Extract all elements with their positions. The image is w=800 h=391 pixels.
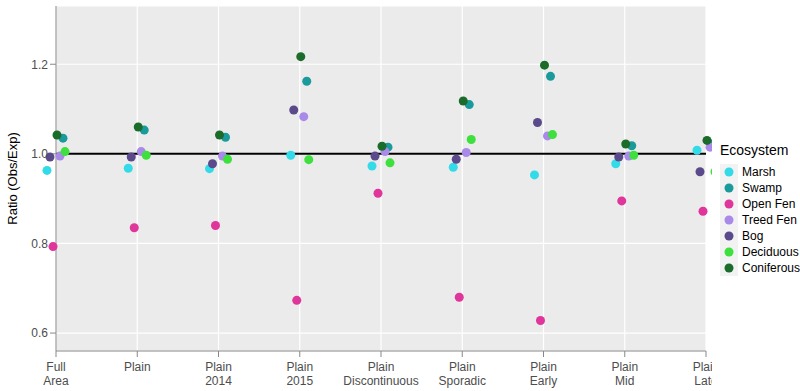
svg-text:1.0: 1.0: [31, 147, 48, 161]
svg-text:Plain: Plain: [124, 360, 151, 374]
svg-text:Plain2014: Plain2014: [205, 360, 232, 388]
svg-text:PlainMid: PlainMid: [611, 360, 638, 388]
svg-text:1.2: 1.2: [31, 58, 48, 72]
html-text:Deciduous: Deciduous: [742, 245, 799, 259]
html-text:Open Fen: Open Fen: [742, 197, 796, 211]
svg-text:PlainLate: PlainLate: [693, 360, 712, 388]
html-text:Treed Fen: Treed Fen: [742, 213, 797, 227]
svg-text:PlainSporadic: PlainSporadic: [439, 360, 486, 388]
svg-text:Ratio (Obs/Exp): Ratio (Obs/Exp): [8, 132, 20, 224]
html-text:Swamp: Swamp: [742, 181, 782, 195]
svg-text:0.6: 0.6: [31, 326, 48, 340]
svg-text:PlainDiscontinuous: PlainDiscontinuous: [343, 360, 418, 388]
svg-text:PlainEarly: PlainEarly: [530, 360, 557, 388]
html-text:Ecosystem: Ecosystem: [720, 142, 789, 158]
html-text:Coniferous: Coniferous: [742, 261, 800, 275]
svg-text:0.8: 0.8: [31, 237, 48, 251]
svg-text:FullArea: FullArea: [43, 360, 69, 388]
html-text:Bog: Bog: [742, 229, 764, 243]
html-text:Marsh: Marsh: [742, 165, 776, 179]
svg-text:Plain2015: Plain2015: [286, 360, 313, 388]
